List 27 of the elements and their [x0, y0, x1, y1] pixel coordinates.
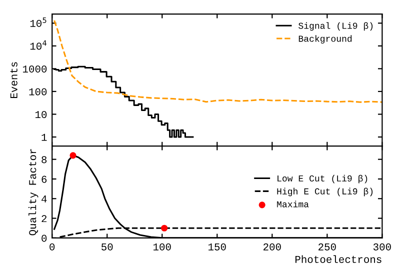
legend-label: High E Cut (Li9 β) [277, 188, 373, 196]
x-tick-label: 150 [208, 243, 226, 250]
y-axis-title: Quality Factor [28, 149, 38, 236]
y-tick-label: 100 [29, 88, 47, 96]
x-tick-label: 100 [154, 243, 171, 250]
y-tick-label: 10$^{4}$ [30, 40, 46, 50]
y-tick-label: 2 [42, 215, 46, 222]
y-axis-title: Events [10, 62, 18, 98]
legend-label: Background [298, 35, 352, 44]
x-tick-label: 200 [264, 243, 281, 250]
y-tick-label: 10 [35, 111, 47, 118]
y-tick-label: 1 [42, 134, 47, 141]
x-axis-title: Photoelectrons [295, 255, 382, 263]
legend-label: Low E Cut (Li9 β) [278, 174, 368, 184]
y-tick-label: 6 [42, 176, 47, 183]
x-tick-label: 300 [373, 243, 391, 250]
y-tick-label: 10$^{5}$ [30, 18, 46, 27]
x-tick-label: 50 [102, 243, 113, 250]
y-tick-label: 4 [42, 196, 47, 202]
legend-label: Maxima [277, 200, 309, 208]
x-tick-label: 0 [50, 243, 55, 250]
x-tick-label: 250 [318, 243, 336, 250]
legend-label: Signal (Li9 β) [298, 22, 373, 31]
y-tick-label: 0 [42, 234, 47, 242]
line-series [54, 20, 382, 103]
y-tick-label: 1000 [22, 66, 47, 73]
y-tick-label: 8 [42, 156, 47, 164]
